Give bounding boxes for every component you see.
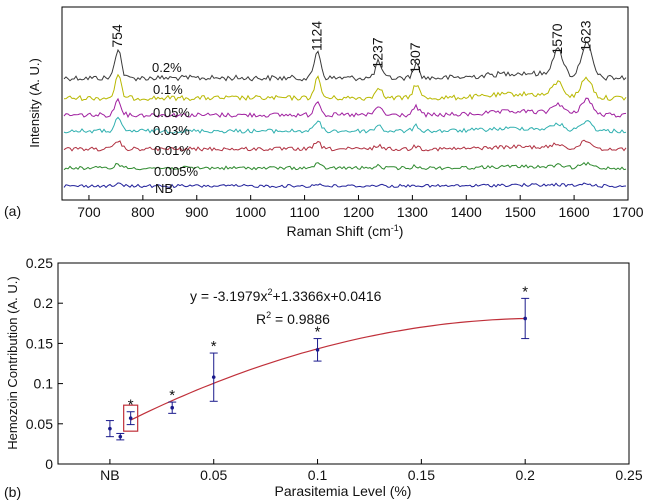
x-tick-label-a: 1500 xyxy=(505,204,536,220)
y-tick-label-b: 0.15 xyxy=(26,335,53,351)
series-label: NB xyxy=(155,181,173,196)
spectrum-line xyxy=(63,161,627,171)
data-point xyxy=(128,416,133,420)
data-point xyxy=(315,348,320,352)
peak-label: 754 xyxy=(109,24,125,48)
x-axis-label-b: Parasitemia Level (%) xyxy=(275,483,412,499)
spectrum-line xyxy=(63,97,627,119)
x-tick-label-b: 0.2 xyxy=(515,467,535,483)
series-labels: 0.2% 0.1% 0.05% 0.03% 0.01% 0.005% NB xyxy=(152,60,199,196)
spectrum-line xyxy=(63,41,627,82)
x-tick-label-b: 0.15 xyxy=(408,467,435,483)
x-tick-label-a: 1400 xyxy=(451,204,482,220)
fit-equation: y = -3.1979x2+1.3366x+0.0416 xyxy=(190,287,382,304)
spectrum-line xyxy=(63,139,627,152)
significance-star: * xyxy=(169,387,175,404)
significance-star: * xyxy=(315,324,321,341)
y-tick-label-b: 0 xyxy=(45,456,53,472)
x-tick-label-a: 1300 xyxy=(397,204,428,220)
peak-label: 1623 xyxy=(577,20,593,51)
peak-label: 1237 xyxy=(369,37,385,68)
highlight-box xyxy=(123,404,139,432)
series-label: 0.05% xyxy=(153,105,190,120)
peak-label: 1307 xyxy=(407,42,423,73)
y-tick-label-b: 0.25 xyxy=(26,255,53,271)
series-label: 0.03% xyxy=(153,123,190,138)
x-tick-label-b: 0.05 xyxy=(200,467,227,483)
data-point xyxy=(523,316,527,321)
data-point xyxy=(211,375,216,379)
spectrum-line xyxy=(63,73,627,102)
y-tick-label-b: 0.1 xyxy=(34,376,54,392)
series-label: 0.1% xyxy=(153,82,183,97)
significance-star: * xyxy=(128,397,134,414)
hemozoin-panel: NB 0.05 0.1 0.15 0.2 0.2500.050.10.150.20.25 … xyxy=(4,255,643,500)
r-squared: R2 = 0.9886 xyxy=(256,310,330,327)
data-points: * * * * * xyxy=(105,283,530,441)
panel-label-b: (b) xyxy=(4,484,21,500)
x-axis-ticks-a: 700 800 900 1000 1100 1200 1300 1400 1500 1600 170… xyxy=(77,195,644,220)
spectrum-line xyxy=(63,182,627,189)
series-label: 0.2% xyxy=(152,60,182,75)
y-axis-label-b: Hemozoin Contribution (A. U.) xyxy=(5,276,20,449)
fit-curve xyxy=(130,317,526,421)
x-tick-label-b: 0.1 xyxy=(308,467,328,483)
significance-star: * xyxy=(522,283,528,300)
peak-label: 1124 xyxy=(309,21,325,51)
series-label: 0.005% xyxy=(154,164,199,179)
panel-a-frame xyxy=(61,6,629,201)
data-point xyxy=(170,405,174,410)
data-point xyxy=(108,426,112,431)
x-tick-label-a: 700 xyxy=(77,204,101,220)
y-axis-label-a: Intensity (A. U.) xyxy=(27,58,42,148)
data-point xyxy=(118,434,123,439)
x-axis-label-a: Raman Shift (cm-1) xyxy=(287,223,404,239)
quadratic-fit xyxy=(130,317,526,421)
y-tick-label-b: 0.05 xyxy=(26,416,53,432)
x-tick-label-a: 1600 xyxy=(559,204,590,220)
y-tick-label-b: 0.2 xyxy=(34,295,54,311)
x-tick-label-a: 800 xyxy=(131,204,155,220)
spectrum-line xyxy=(63,116,627,134)
spectra-traces xyxy=(63,41,627,189)
x-tick-label-a: 1200 xyxy=(343,204,374,220)
peak-labels: 754 1124 1237 1307 1570 1623 xyxy=(109,20,593,73)
x-tick-label-a: 1000 xyxy=(235,204,266,220)
x-tick-label-a: 900 xyxy=(185,204,209,220)
peak-label: 1570 xyxy=(549,23,565,54)
x-tick-label-a: 1100 xyxy=(290,204,320,220)
x-tick-label-a: 1700 xyxy=(612,204,643,220)
x-tick-label-b: NB xyxy=(100,467,119,483)
panel-b-frame xyxy=(57,262,630,465)
significance-star: * xyxy=(211,338,217,355)
series-label: 0.01% xyxy=(154,143,191,158)
panel-label-a: (a) xyxy=(4,203,21,219)
axis-ticks-b: NB 0.05 0.1 0.15 0.2 0.25 0 0.05 0.1 0.15 0.2 0.25 xyxy=(26,255,643,483)
x-tick-label-b: 0.25 xyxy=(615,467,642,483)
raman-spectra-panel: 754 1124 1237 1307 1570 1623 0.2% 0.1% 0.05% 0.0… xyxy=(4,6,644,239)
